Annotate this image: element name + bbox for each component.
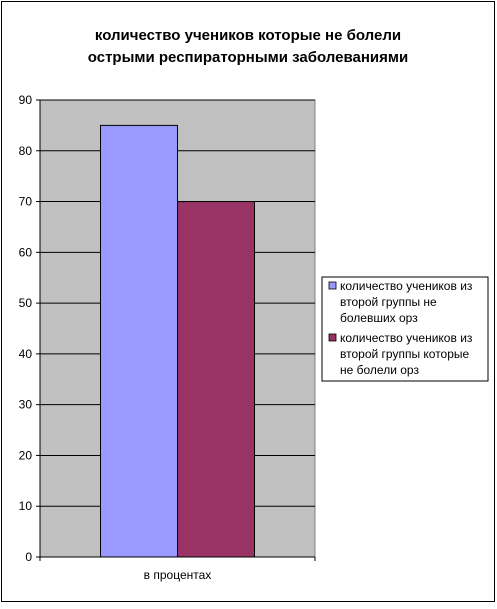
legend-box <box>321 276 489 382</box>
y-tick-label: 10 <box>19 499 33 513</box>
y-tick-label: 20 <box>19 448 33 462</box>
legend-label-series-1-line-2: второй группы не <box>340 295 437 309</box>
legend: количество учеников из второй группы не … <box>321 276 489 382</box>
legend-swatch-series-2 <box>328 333 337 342</box>
legend-swatch-series-1 <box>328 281 337 290</box>
legend-label-series-2-line-1: количество учеников из <box>340 331 473 345</box>
bar-series-2 <box>177 201 255 558</box>
legend-label-series-1-line-1: количество учеников из <box>340 279 473 293</box>
legend-label-series-1-line-3: болевших орз <box>340 311 418 325</box>
legend-label-series-2-line-2: второй группы которые <box>340 347 470 361</box>
chart-title-line-2: острыми респираторными заболеваниями <box>88 49 408 66</box>
y-tick-label: 90 <box>19 93 33 107</box>
y-tick-label: 30 <box>19 398 33 412</box>
axes: 0 10 20 30 40 50 60 70 80 90 в процентах <box>19 93 316 582</box>
y-tick-label: 80 <box>19 144 33 158</box>
y-tick-label: 40 <box>19 347 33 361</box>
y-tick-label: 50 <box>19 296 33 310</box>
bar-series-1 <box>100 124 178 558</box>
x-category-label: в процентах <box>144 568 212 582</box>
chart-title-line-1: количество учеников которые не болели <box>95 27 401 44</box>
bars <box>100 124 255 558</box>
legend-label-series-2-line-3: не болели орз <box>340 363 419 377</box>
y-tick-label: 70 <box>19 195 33 209</box>
y-tick-label: 60 <box>19 245 33 259</box>
y-tick-label: 0 <box>25 550 32 564</box>
